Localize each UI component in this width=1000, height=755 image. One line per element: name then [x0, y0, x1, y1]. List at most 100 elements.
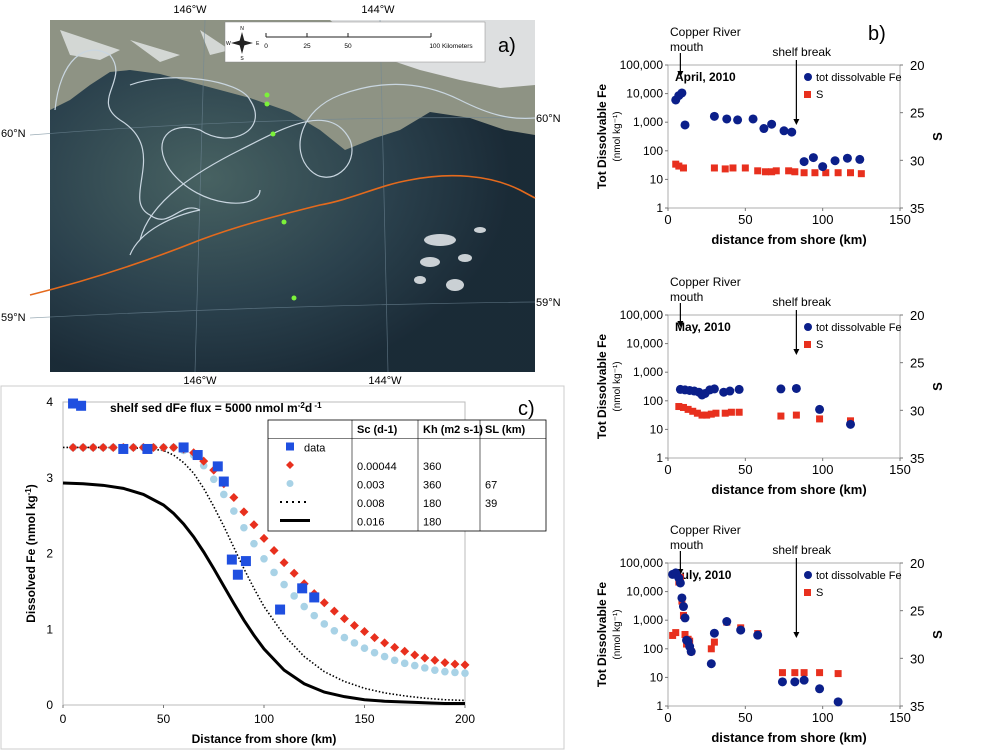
data-point	[226, 554, 237, 565]
y-tick-label: 1	[656, 451, 663, 465]
chart-title: shelf sed dFe flux = 5000 nmol m-2d -1	[110, 401, 322, 416]
legend-marker-fe	[804, 73, 812, 81]
chart-title: July, 2010	[675, 568, 732, 582]
data-point	[142, 443, 153, 454]
data-point-s	[754, 167, 762, 175]
table-cell-sl: 39	[485, 498, 497, 510]
legend-label-s: S	[816, 89, 823, 101]
data-point-s	[710, 164, 718, 172]
x-tick-label: 0	[60, 712, 67, 726]
data-point-s	[778, 669, 786, 677]
data-point-s	[772, 167, 780, 175]
lon-label: 146°W	[183, 375, 217, 385]
y-tick-label: 3	[46, 471, 53, 485]
panel-label-b: b)	[868, 23, 886, 45]
x-axis-label: distance from shore (km)	[711, 482, 866, 497]
lat-label: 59°N	[536, 297, 560, 309]
y-tick-label: 10	[650, 670, 664, 684]
scale-label: 50	[344, 43, 352, 50]
data-point-s	[811, 169, 819, 177]
annotation-shelf: shelf break	[772, 295, 832, 309]
model-line-sc-0008	[63, 446, 466, 702]
data-point-s	[721, 165, 729, 173]
shelf-break-line	[29, 174, 536, 296]
y-tick-label: 1	[656, 201, 663, 215]
model-point-sc-000044	[370, 633, 380, 643]
y-tick-label: 100	[643, 642, 663, 656]
data-point-fe	[777, 677, 787, 687]
x-axis-label: distance from shore (km)	[711, 730, 866, 745]
y2-tick-label: 30	[910, 403, 924, 418]
y-tick-label: 1	[46, 622, 53, 636]
legend-marker-data	[286, 442, 294, 451]
chart-2: 1 10 100 1,000 10,000 100,000 20 25 30 35 0 50 100 15…	[595, 275, 945, 497]
lat-label: 60°N	[536, 113, 560, 125]
y-axis-unit: (nmol kg⁻¹)	[612, 361, 623, 411]
svg-text:N: N	[240, 26, 244, 32]
table-cell-kh: 180	[423, 498, 441, 510]
y-axis-label: Dissolved Fe (nmol kg-1)	[24, 484, 39, 622]
model-point-sc-0003	[290, 592, 298, 600]
arrow-head-icon	[793, 632, 800, 638]
y-tick-label: 1,000	[633, 115, 663, 129]
panel-c-figure: 0 1 2 3 4 0 50 100 150 200 Distance from shore (km…	[0, 385, 565, 750]
data-point-s	[777, 412, 785, 420]
model-point-sc-0003	[461, 669, 469, 677]
scale-label: 25	[303, 43, 311, 50]
annotation-mouth-line2: mouth	[670, 290, 703, 304]
panel-label-a: a)	[498, 35, 516, 57]
y-tick-label: 100,000	[620, 308, 664, 322]
data-point	[76, 400, 87, 411]
legend-label-s: S	[816, 587, 823, 599]
model-table: Sc (d-1) Kh (m2 s-1) SL (km) data 0.00044 360…	[267, 419, 547, 532]
model-point-sc-000044	[229, 492, 239, 502]
y-tick-label: 1,000	[633, 365, 663, 379]
model-point-sc-0003	[230, 507, 238, 515]
data-point	[218, 476, 229, 487]
model-point-sc-0003	[280, 580, 288, 589]
y2-tick-label: 30	[910, 651, 924, 666]
data-point-fe	[680, 120, 690, 130]
chart-title: May, 2010	[675, 320, 731, 334]
model-point-sc-000044	[400, 646, 410, 656]
data-point	[232, 569, 243, 580]
legend-label-fe: tot dissolvable Fe	[816, 570, 902, 582]
model-point-sc-000044	[450, 659, 460, 669]
model-point-sc-000044	[78, 442, 88, 452]
arrow-head-icon	[793, 349, 800, 355]
data-point-fe	[686, 647, 696, 657]
data-point	[68, 398, 79, 409]
y-tick-label: 100,000	[620, 58, 664, 72]
x-tick-label: 100	[812, 212, 834, 227]
legend-marker-red	[286, 461, 294, 469]
model-point-sc-000044	[390, 642, 400, 652]
data-point-s	[689, 407, 697, 415]
y2-tick-label: 20	[910, 308, 924, 323]
model-point-sc-000044	[98, 442, 108, 452]
y2-tick-label: 35	[910, 699, 924, 714]
model-point-sc-0003	[431, 666, 439, 674]
model-point-sc-000044	[329, 606, 339, 616]
data-point-s	[816, 415, 824, 423]
data-point-fe	[855, 154, 865, 164]
arrow-head-icon	[677, 321, 684, 327]
data-point-fe	[680, 613, 690, 623]
data-point-s	[834, 670, 842, 678]
data-point-fe	[799, 157, 809, 167]
table-cell-sc: 0.00044	[357, 461, 397, 473]
y-tick-label: 100	[643, 144, 663, 158]
data-point	[212, 461, 223, 472]
scale-label: 0	[264, 43, 268, 50]
model-point-sc-0003	[451, 668, 459, 677]
data-point-fe	[808, 153, 818, 163]
model-point-sc-000044	[88, 442, 98, 452]
data-point	[240, 556, 251, 567]
data-point	[275, 604, 286, 615]
data-point-s	[698, 411, 706, 419]
model-point-sc-000044	[430, 655, 440, 665]
x-axis-label: distance from shore (km)	[711, 232, 866, 247]
data-point-s	[792, 411, 800, 419]
data-point-s	[741, 164, 749, 172]
y-tick-label: 100	[643, 394, 663, 408]
data-point-fe	[753, 630, 763, 640]
